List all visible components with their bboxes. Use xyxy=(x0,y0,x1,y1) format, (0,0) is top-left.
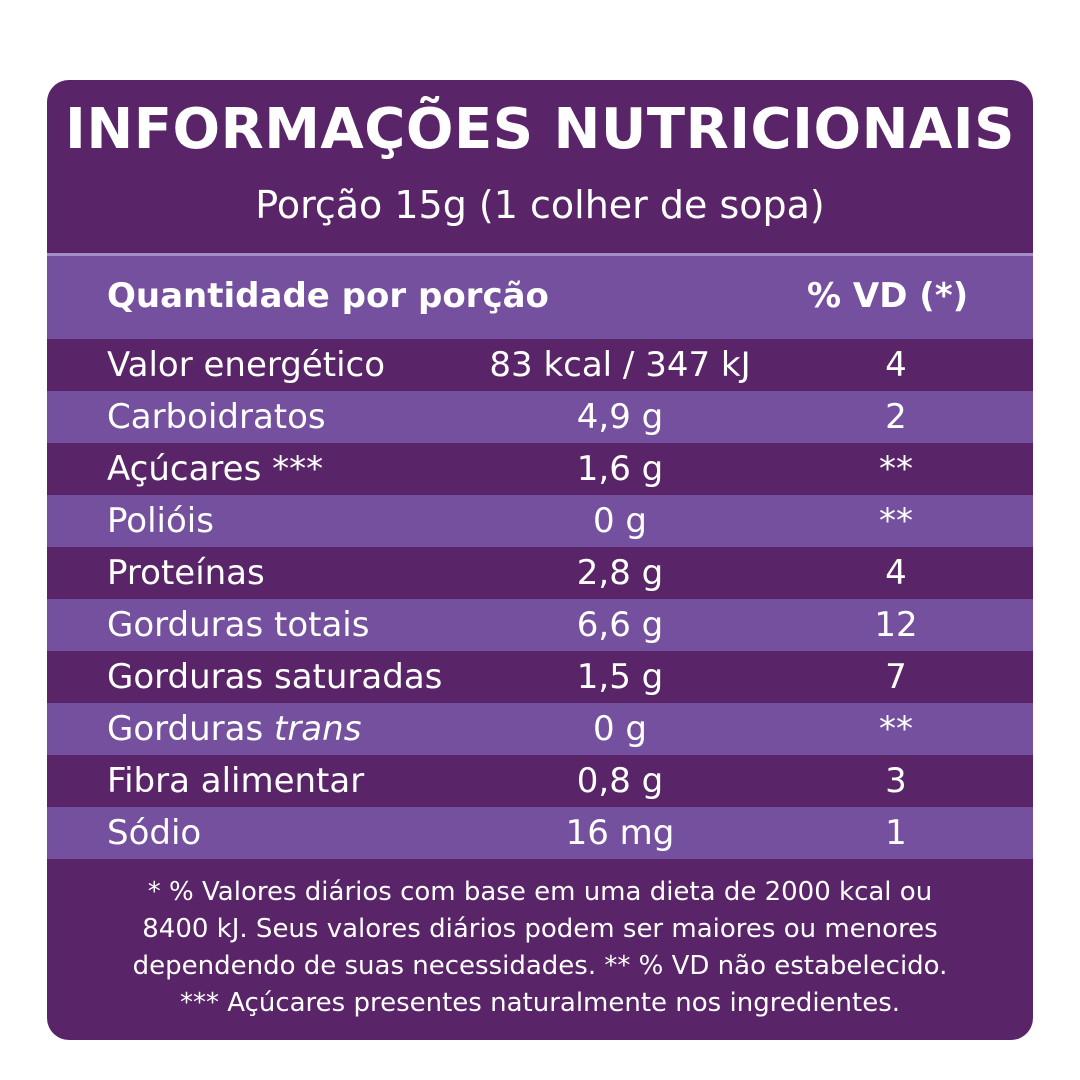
nutrient-amount: 4,9 g xyxy=(576,397,664,437)
nutrient-vd: 7 xyxy=(885,657,907,697)
nutrient-amount: 2,8 g xyxy=(576,553,664,593)
footnote-line: * % Valores diários com base em uma diet… xyxy=(147,877,933,907)
nutrient-vd: 12 xyxy=(874,605,918,645)
table-title: INFORMAÇÕES NUTRICIONAIS xyxy=(65,97,1015,162)
nutrient-amount: 0 g xyxy=(592,709,648,749)
footnote: * % Valores diários com base em uma diet… xyxy=(47,874,1033,1022)
table-row: Gorduras trans 0 g ** xyxy=(47,703,1033,755)
nutrient-name-main: Gorduras xyxy=(107,709,264,749)
table-row: Polióis 0 g ** xyxy=(47,495,1033,547)
nutrient-name: Sódio xyxy=(107,813,202,853)
nutrient-vd: 4 xyxy=(885,345,907,385)
nutrient-vd: 3 xyxy=(885,761,907,801)
nutrient-name: Açúcares *** xyxy=(107,449,324,489)
table-row: Açúcares *** 1,6 g ** xyxy=(47,443,1033,495)
nutrient-amount: 1,5 g xyxy=(576,657,664,697)
footnote-line: dependendo de suas necessidades. ** % VD… xyxy=(132,951,948,981)
footnote-line: 8400 kJ. Seus valores diários podem ser … xyxy=(142,914,938,944)
nutrition-facts-panel: INFORMAÇÕES NUTRICIONAIS Porção 15g (1 c… xyxy=(47,80,1033,1040)
nutrient-vd: 2 xyxy=(885,397,907,437)
footnote-line: *** Açúcares presentes naturalmente nos … xyxy=(179,988,901,1018)
nutrient-vd: ** xyxy=(879,709,913,749)
nutrient-vd: ** xyxy=(879,449,913,489)
nutrient-vd: 1 xyxy=(885,813,907,853)
nutrient-name: Proteínas xyxy=(107,553,265,593)
table-row: Fibra alimentar 0,8 g 3 xyxy=(47,755,1033,807)
header-vd-label: % VD (*) xyxy=(807,276,969,316)
nutrient-name: Valor energético xyxy=(107,345,386,385)
table-row: Gorduras saturadas 1,5 g 7 xyxy=(47,651,1033,703)
nutrient-name: Gorduras saturadas xyxy=(107,657,443,697)
nutrient-vd: 4 xyxy=(885,553,907,593)
nutrient-name: Gorduras trans xyxy=(107,703,361,755)
nutrient-name: Fibra alimentar xyxy=(107,761,365,801)
nutrient-amount: 16 mg xyxy=(565,813,675,853)
table-row: Valor energético 83 kcal / 347 kJ 4 xyxy=(47,339,1033,391)
nutrient-vd: ** xyxy=(879,501,913,541)
nutrient-amount: 0 g xyxy=(592,501,648,541)
nutrient-name: Polióis xyxy=(107,501,214,541)
nutrient-name-italic: trans xyxy=(274,709,362,749)
table-header-row: Quantidade por porção % VD (*) xyxy=(47,253,1033,339)
nutrient-amount: 0,8 g xyxy=(576,761,664,801)
nutrient-rows: Valor energético 83 kcal / 347 kJ 4 Carb… xyxy=(47,339,1033,859)
nutrient-name: Carboidratos xyxy=(107,397,326,437)
table-row: Gorduras totais 6,6 g 12 xyxy=(47,599,1033,651)
nutrient-amount: 83 kcal / 347 kJ xyxy=(489,345,751,385)
table-row: Sódio 16 mg 1 xyxy=(47,807,1033,859)
header-quantity-label: Quantidade por porção xyxy=(107,276,549,316)
serving-size: Porção 15g (1 colher de sopa) xyxy=(255,183,825,227)
table-row: Carboidratos 4,9 g 2 xyxy=(47,391,1033,443)
table-row: Proteínas 2,8 g 4 xyxy=(47,547,1033,599)
nutrient-name: Gorduras totais xyxy=(107,605,370,645)
nutrient-amount: 1,6 g xyxy=(576,449,664,489)
nutrient-amount: 6,6 g xyxy=(576,605,664,645)
